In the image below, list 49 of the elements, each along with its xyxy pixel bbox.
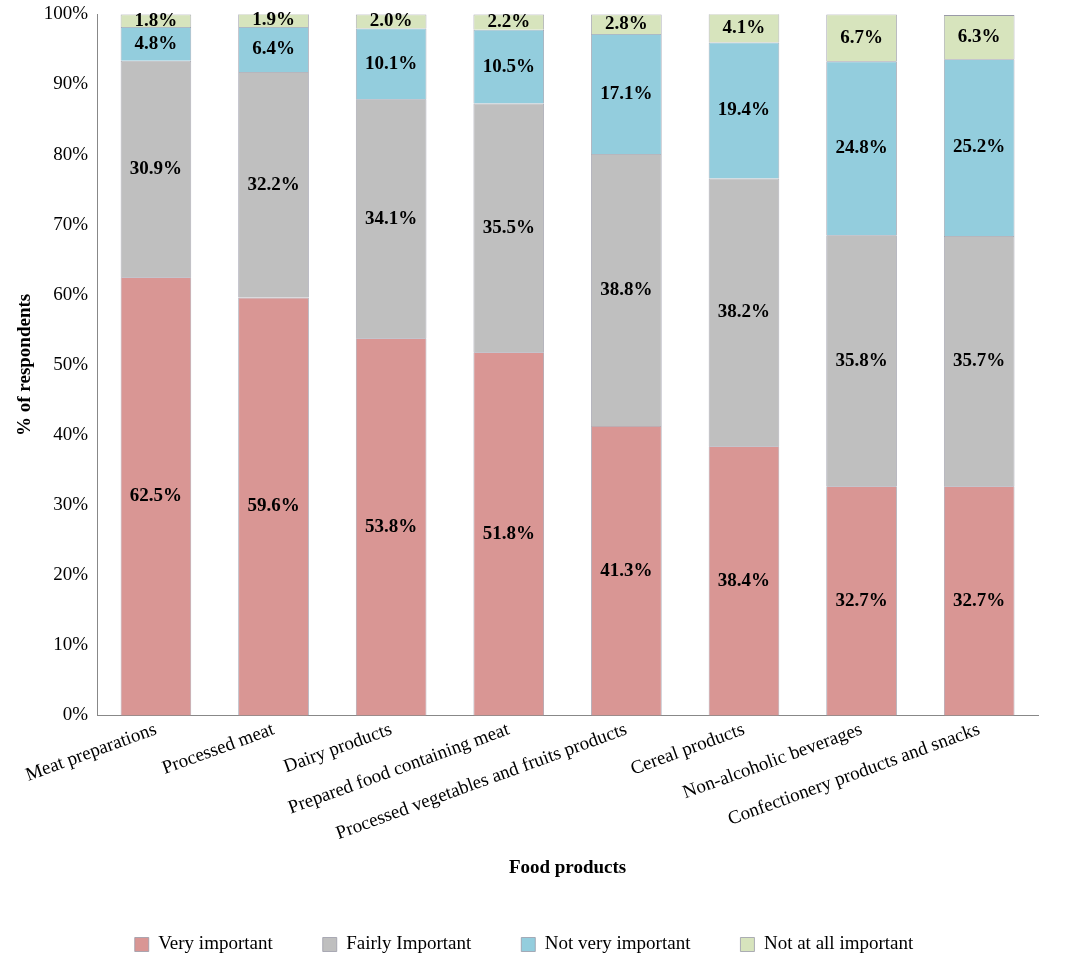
text: 10.1%	[365, 51, 418, 73]
text: 10.5%	[482, 54, 535, 76]
text: 1.9%	[252, 8, 295, 30]
y-tick-label: 70%	[53, 212, 89, 234]
text: 32.7%	[835, 588, 888, 610]
text: 38.8%	[600, 277, 653, 299]
legend-label: Not very important	[544, 932, 692, 954]
y-tick-label: 0%	[62, 703, 89, 725]
text: 2.2%	[487, 10, 531, 32]
legend-label: Not at all important	[763, 932, 914, 954]
text: 4.1%	[722, 15, 766, 37]
y-tick-label: 90%	[53, 72, 89, 94]
text: 2.8%	[604, 12, 648, 34]
text: 34.1%	[365, 206, 418, 228]
text: 17.1%	[600, 81, 653, 103]
text: 59.6%	[247, 494, 300, 516]
text: 6.7%	[840, 25, 883, 47]
text: 24.8%	[835, 136, 888, 158]
text: 35.7%	[953, 348, 1006, 370]
x-axis-title: Food products	[508, 855, 627, 877]
text: 1.8%	[134, 8, 178, 30]
y-tick-label: 30%	[53, 493, 89, 515]
text: 35.5%	[482, 215, 535, 237]
y-tick-label: 50%	[53, 352, 89, 374]
text: 35.8%	[835, 348, 888, 370]
text: 62.5%	[129, 484, 183, 506]
y-tick-label: 80%	[53, 142, 89, 164]
text: 30.9%	[129, 156, 183, 178]
y-axis-title: % of respondents	[13, 293, 35, 436]
text: 4.8%	[134, 31, 178, 53]
text: 38.2%	[717, 300, 771, 322]
text: 6.3%	[957, 25, 1001, 47]
text: 38.4%	[717, 568, 771, 590]
y-tick-label: 60%	[53, 282, 89, 304]
text: 32.2%	[247, 172, 300, 194]
text: 6.4%	[252, 37, 295, 59]
legend-label: Fairly Important	[346, 932, 473, 954]
text: 41.3%	[600, 558, 653, 580]
y-tick-label: 20%	[53, 563, 89, 585]
text: 2.0%	[369, 9, 413, 31]
text: 25.2%	[953, 135, 1006, 157]
y-tick-label: 40%	[53, 422, 89, 444]
text: 51.8%	[482, 521, 535, 543]
y-tick-label: 100%	[43, 2, 89, 24]
legend-label: Very important	[158, 932, 274, 954]
text: 19.4%	[717, 98, 771, 120]
text: 53.8%	[365, 514, 418, 536]
text: 32.7%	[953, 588, 1006, 610]
y-tick-label: 10%	[53, 633, 89, 655]
